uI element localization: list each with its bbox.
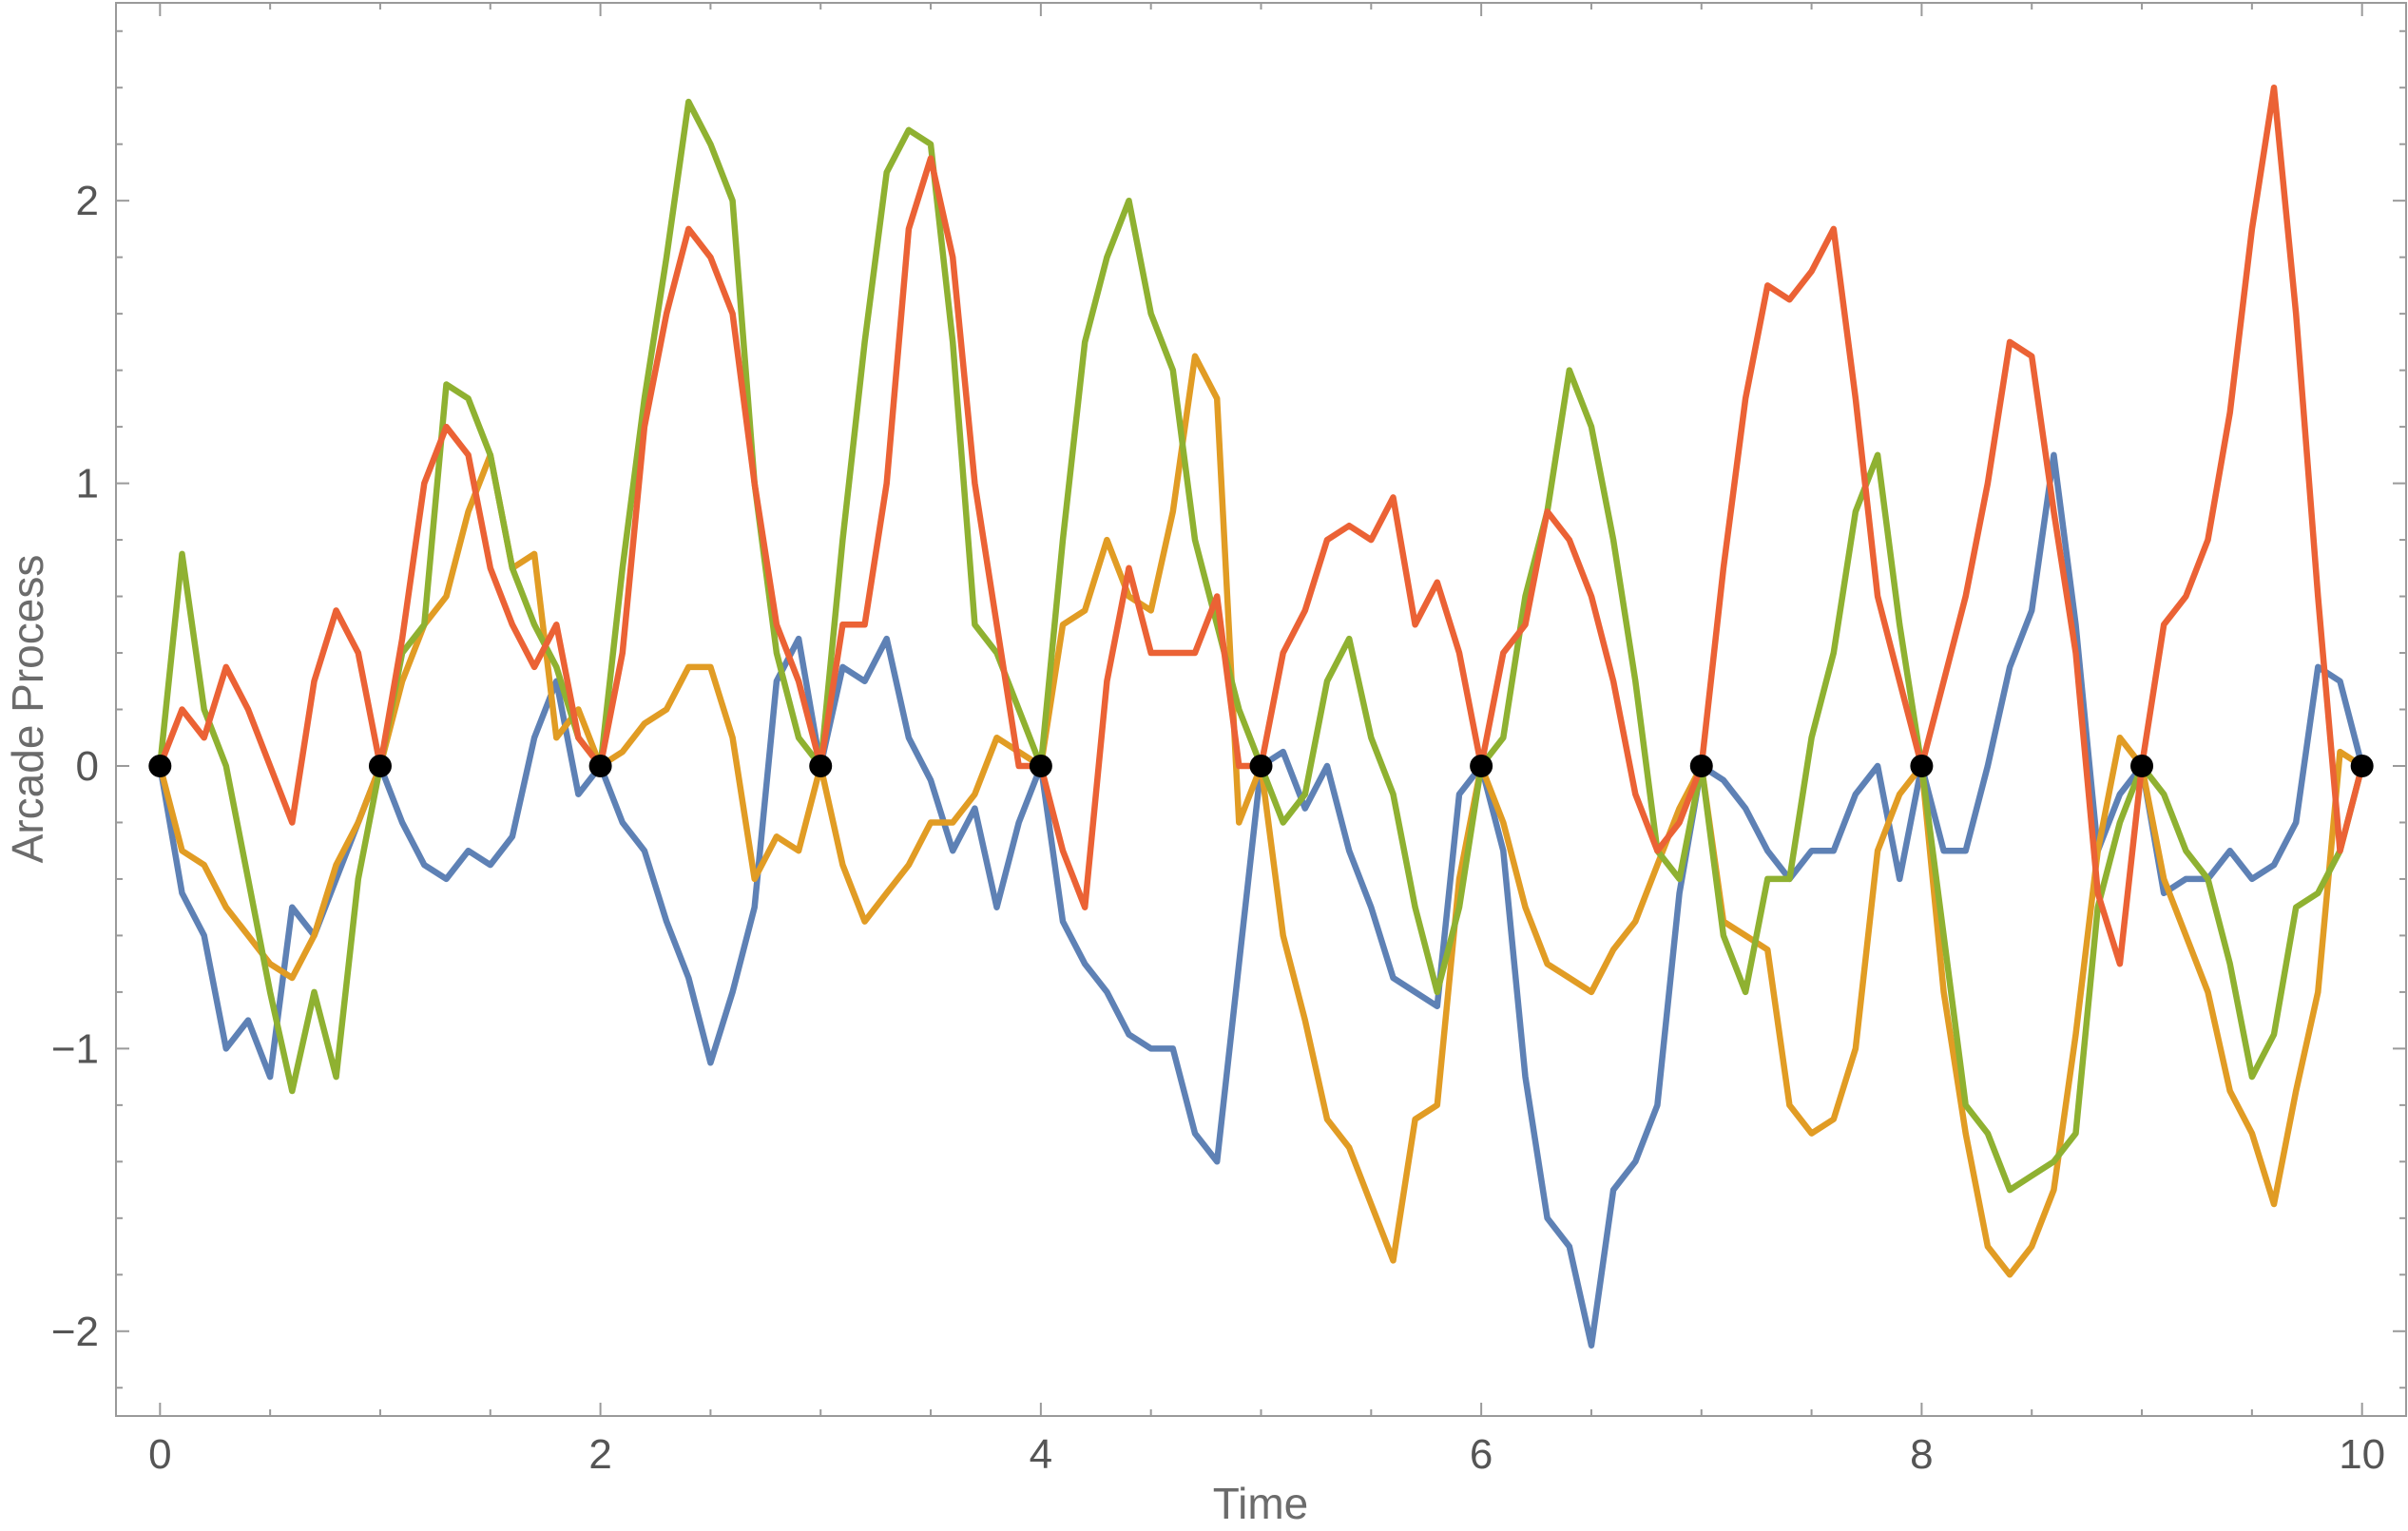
pinned-point — [2350, 754, 2374, 777]
axis-ticks — [116, 3, 2406, 1416]
series-line-3 — [157, 98, 2365, 1194]
y-axis-title: Arcade Process — [3, 555, 52, 864]
y-tick-label: 1 — [76, 461, 99, 507]
pinned-point — [1689, 754, 1713, 777]
pinned-point — [1910, 754, 1934, 777]
y-tick-label: −1 — [51, 1025, 99, 1072]
axis-tick-labels: 0 2 4 6 8 10 −2 −1 0 1 2 — [51, 178, 2385, 1478]
pinned-point — [1249, 754, 1273, 777]
x-tick-label: 8 — [1910, 1431, 1933, 1478]
series-line-2 — [157, 353, 2365, 1278]
series-layer — [157, 84, 2365, 1349]
series-line-4 — [157, 84, 2365, 967]
y-tick-label: −2 — [51, 1309, 99, 1355]
x-tick-label: 6 — [1470, 1431, 1493, 1478]
pinned-point — [148, 754, 172, 777]
x-tick-label: 0 — [148, 1431, 171, 1478]
plot-frame — [115, 2, 2407, 1417]
pinned-points — [148, 754, 2374, 777]
pinned-point — [588, 754, 612, 777]
pinned-point — [2130, 754, 2154, 777]
x-tick-label: 4 — [1030, 1431, 1052, 1478]
pinned-point — [1029, 754, 1052, 777]
pinned-point — [1470, 754, 1493, 777]
pinned-point — [809, 754, 833, 777]
x-axis-title: Time — [1213, 1479, 1309, 1528]
pinned-point — [368, 754, 392, 777]
x-tick-label: 10 — [2339, 1431, 2385, 1478]
series-line-1 — [157, 451, 2365, 1349]
y-tick-label: 2 — [76, 178, 99, 224]
y-tick-label: 0 — [76, 743, 99, 790]
x-tick-label: 2 — [588, 1431, 611, 1478]
